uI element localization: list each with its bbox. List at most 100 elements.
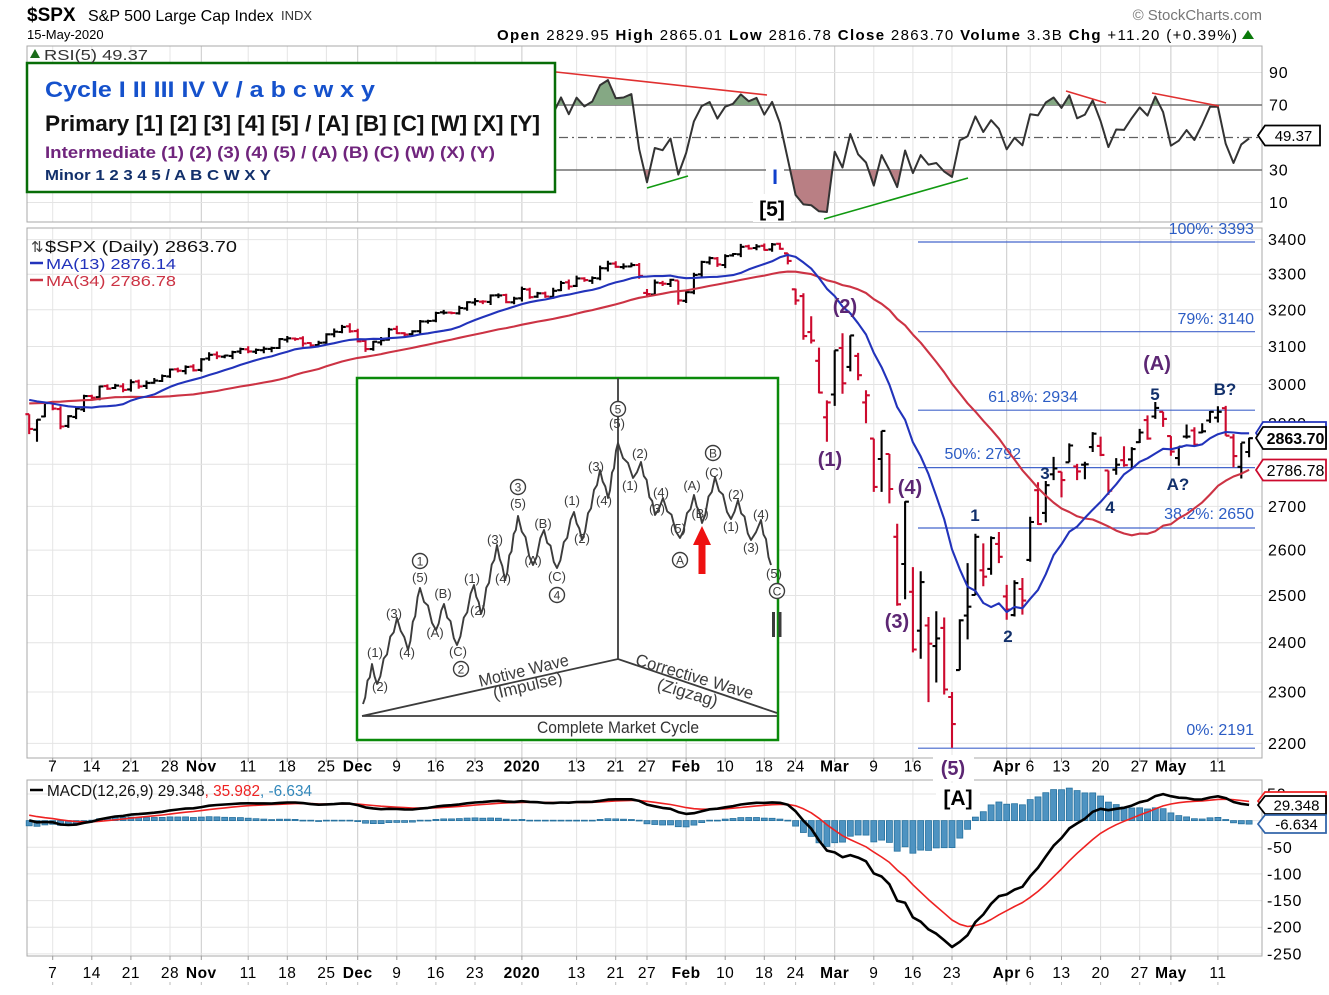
svg-text:(B): (B): [691, 506, 708, 521]
svg-text:13: 13: [1052, 965, 1070, 982]
svg-text:24: 24: [786, 759, 804, 776]
svg-text:(2): (2): [833, 296, 857, 318]
svg-text:Apr: Apr: [993, 965, 1021, 982]
svg-text:[5]: [5]: [759, 198, 785, 221]
svg-text:S&P 500 Large Cap Index: S&P 500 Large Cap Index: [88, 8, 274, 25]
svg-text:15-May-2020: 15-May-2020: [27, 27, 104, 42]
svg-text:1: 1: [970, 506, 979, 525]
svg-text:2020: 2020: [504, 759, 540, 776]
svg-text:[A]: [A]: [943, 787, 972, 810]
svg-text:(A): (A): [683, 478, 700, 493]
svg-text:18: 18: [755, 759, 773, 776]
svg-text:(3): (3): [588, 459, 604, 474]
svg-text:18: 18: [278, 965, 296, 982]
svg-text:16: 16: [904, 759, 922, 776]
svg-text:23: 23: [943, 965, 961, 982]
svg-text:(2): (2): [728, 487, 744, 502]
svg-text:-6.634: -6.634: [1275, 816, 1318, 833]
svg-text:(1): (1): [818, 449, 842, 471]
svg-text:(A): (A): [524, 553, 541, 568]
svg-text:2400: 2400: [1268, 635, 1307, 652]
svg-text:(4): (4): [495, 571, 511, 586]
svg-text:INDX: INDX: [281, 8, 312, 23]
svg-text:A: A: [676, 554, 684, 568]
svg-text:38.2%: 2650: 38.2%: 2650: [1164, 506, 1254, 523]
svg-text:(3): (3): [649, 501, 665, 516]
svg-text:(4): (4): [753, 507, 769, 522]
svg-text:(2): (2): [372, 679, 388, 694]
svg-text:11: 11: [240, 759, 257, 776]
svg-text:(3): (3): [885, 611, 909, 633]
svg-text:MA(13) 2876.14: MA(13) 2876.14: [46, 256, 176, 273]
svg-text:25: 25: [317, 759, 335, 776]
svg-text:29.348: 29.348: [1274, 797, 1320, 814]
svg-text:27: 27: [1131, 965, 1149, 982]
svg-text:100%: 3393: 100%: 3393: [1169, 221, 1255, 238]
svg-text:2300: 2300: [1268, 685, 1307, 702]
svg-text:Open 2829.95 High 2865.01 Low: Open 2829.95 High 2865.01 Low 2816.78 Cl…: [497, 27, 1237, 44]
svg-text:2: 2: [1003, 627, 1012, 646]
svg-text:2500: 2500: [1268, 588, 1307, 605]
svg-text:20: 20: [1091, 965, 1109, 982]
svg-text:21: 21: [607, 759, 625, 776]
svg-text:21: 21: [122, 965, 140, 982]
svg-text:Dec: Dec: [343, 965, 373, 982]
svg-text:2863.70: 2863.70: [1267, 431, 1325, 448]
svg-text:(C): (C): [548, 569, 566, 584]
svg-text:3200: 3200: [1268, 302, 1307, 319]
svg-text:-50: -50: [1267, 840, 1293, 857]
svg-text:Apr: Apr: [993, 759, 1021, 776]
svg-text:10: 10: [1269, 195, 1288, 212]
svg-text:18: 18: [755, 965, 773, 982]
svg-text:9: 9: [392, 965, 401, 982]
svg-text:MA(34) 2786.78: MA(34) 2786.78: [46, 273, 176, 290]
svg-text:49.37: 49.37: [1275, 128, 1313, 145]
svg-text:RSI(5) 49.37: RSI(5) 49.37: [44, 48, 148, 64]
svg-text:Complete Market Cycle: Complete Market Cycle: [537, 718, 699, 737]
svg-text:3300: 3300: [1268, 267, 1307, 284]
svg-text:7: 7: [48, 759, 57, 776]
svg-text:Mar: Mar: [820, 759, 849, 776]
svg-text:3: 3: [515, 481, 522, 495]
svg-text:(A): (A): [1143, 353, 1171, 375]
svg-text:⇅: ⇅: [31, 239, 44, 256]
svg-text:-200: -200: [1267, 920, 1302, 937]
svg-text:(1): (1): [723, 519, 739, 534]
svg-text:14: 14: [83, 759, 101, 776]
svg-text:4: 4: [554, 589, 561, 603]
svg-text:27: 27: [1131, 759, 1149, 776]
svg-text:21: 21: [607, 965, 625, 982]
svg-text:1: 1: [417, 555, 424, 569]
svg-text:Dec: Dec: [343, 759, 373, 776]
svg-text:(3): (3): [487, 532, 503, 547]
svg-text:(2): (2): [632, 446, 648, 461]
svg-text:(1): (1): [464, 571, 480, 586]
svg-text:23: 23: [466, 965, 484, 982]
svg-text:May: May: [1155, 965, 1187, 982]
svg-text:18: 18: [278, 759, 296, 776]
svg-text:-150: -150: [1267, 893, 1302, 910]
svg-text:3400: 3400: [1268, 232, 1307, 249]
svg-text:(1): (1): [622, 478, 638, 493]
svg-text:79%: 3140: 79%: 3140: [1177, 311, 1254, 328]
svg-text:B: B: [709, 447, 717, 461]
svg-text:20: 20: [1091, 759, 1109, 776]
svg-text:7: 7: [48, 965, 57, 982]
svg-text:3000: 3000: [1268, 377, 1307, 394]
svg-text:(5): (5): [609, 416, 625, 431]
svg-text:(5): (5): [766, 566, 782, 581]
svg-text:(2): (2): [574, 531, 590, 546]
svg-text:11: 11: [240, 965, 257, 982]
svg-text:10: 10: [716, 759, 734, 776]
svg-text:(5): (5): [510, 496, 526, 511]
svg-text:70: 70: [1269, 98, 1288, 115]
svg-text:(4): (4): [399, 645, 415, 660]
svg-text:Feb: Feb: [672, 759, 701, 776]
svg-text:2200: 2200: [1268, 736, 1307, 753]
svg-text:Cycle I II III IV V / a b c w: Cycle I II III IV V / a b c w x y: [45, 77, 376, 102]
svg-text:(5): (5): [941, 758, 965, 780]
svg-text:9: 9: [869, 759, 878, 776]
svg-text:I: I: [772, 166, 778, 189]
svg-text:6: 6: [1026, 759, 1035, 776]
svg-text:2600: 2600: [1268, 543, 1307, 560]
